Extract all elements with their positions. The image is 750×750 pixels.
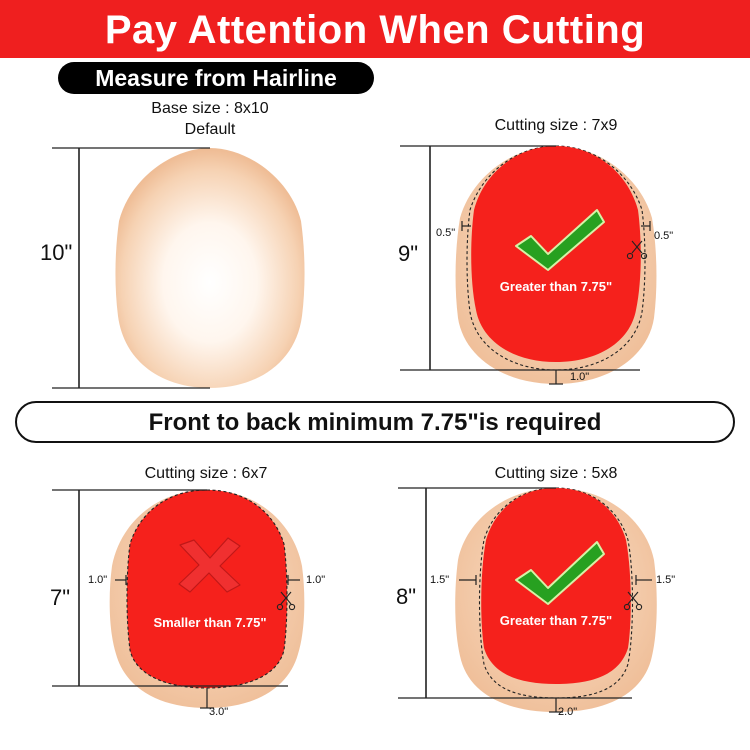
back-6x7: 3.0" bbox=[209, 706, 229, 718]
status-6x7: Smaller than 7.75" bbox=[153, 615, 267, 630]
panel-6x7-graphic bbox=[52, 489, 305, 709]
panel-7x9-graphic bbox=[400, 145, 657, 385]
side-left-5x8: 1.5" bbox=[430, 574, 450, 586]
length-9-label: 9" bbox=[398, 241, 419, 266]
cut-piece bbox=[127, 490, 287, 688]
section-label-hairline: Measure from Hairline bbox=[58, 62, 374, 94]
scissors-icon bbox=[626, 240, 648, 260]
page-title: Pay Attention When Cutting bbox=[0, 0, 750, 58]
scissors-icon bbox=[623, 591, 643, 611]
side-left-7x9: 0.5" bbox=[436, 227, 456, 239]
length-8-label: 8" bbox=[396, 584, 417, 609]
status-7x9: Greater than 7.75" bbox=[499, 279, 613, 294]
cut-outline bbox=[466, 145, 646, 371]
requirement-banner: Front to back minimum 7.75"is required bbox=[15, 401, 735, 443]
length-7-label: 7" bbox=[50, 585, 71, 610]
back-7x9: 1.0" bbox=[570, 371, 590, 383]
cutting-size-5x8-label: Cutting size : 5x8 bbox=[494, 465, 618, 482]
scissors-icon bbox=[276, 591, 296, 611]
cross-mark-icon bbox=[178, 537, 241, 593]
check-mark-icon bbox=[515, 541, 605, 605]
side-right-7x9: 0.5" bbox=[654, 230, 674, 242]
side-right-5x8: 1.5" bbox=[656, 574, 676, 586]
side-left-6x7: 1.0" bbox=[88, 574, 108, 586]
base-length-label: 10" bbox=[40, 240, 73, 265]
back-5x8: 2.0" bbox=[558, 706, 578, 718]
default-label: Default bbox=[184, 121, 236, 138]
cutting-size-7x9-label: Cutting size : 7x9 bbox=[494, 117, 618, 134]
panel-5x8-graphic bbox=[398, 487, 657, 713]
check-mark-icon bbox=[515, 209, 605, 271]
cutting-size-6x7-label: Cutting size : 6x7 bbox=[144, 465, 268, 482]
base-shape bbox=[115, 148, 305, 388]
status-5x8: Greater than 7.75" bbox=[499, 613, 613, 628]
side-right-6x7: 1.0" bbox=[306, 574, 326, 586]
base-size-label: Base size : 8x10 bbox=[151, 100, 269, 117]
base-panel bbox=[52, 147, 305, 389]
